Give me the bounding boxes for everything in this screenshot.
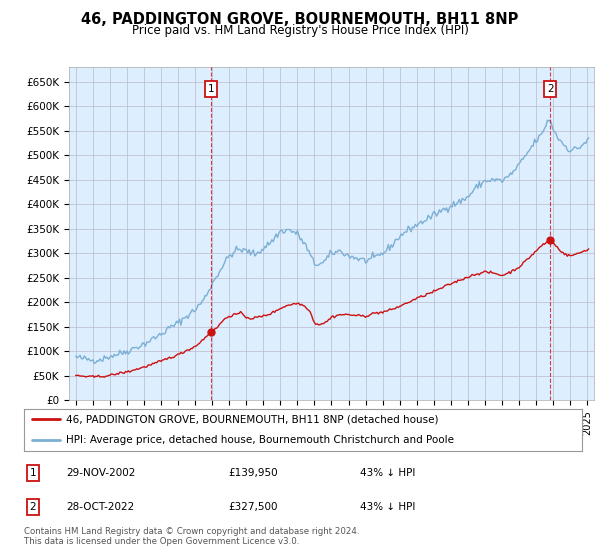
Text: 46, PADDINGTON GROVE, BOURNEMOUTH, BH11 8NP: 46, PADDINGTON GROVE, BOURNEMOUTH, BH11 …: [82, 12, 518, 27]
Text: 1: 1: [208, 84, 214, 94]
Text: Contains HM Land Registry data © Crown copyright and database right 2024.
This d: Contains HM Land Registry data © Crown c…: [24, 526, 359, 546]
Text: 43% ↓ HPI: 43% ↓ HPI: [360, 468, 415, 478]
Text: £139,950: £139,950: [228, 468, 278, 478]
Text: 29-NOV-2002: 29-NOV-2002: [66, 468, 136, 478]
Text: 28-OCT-2022: 28-OCT-2022: [66, 502, 134, 512]
Text: Price paid vs. HM Land Registry's House Price Index (HPI): Price paid vs. HM Land Registry's House …: [131, 24, 469, 37]
Text: 1: 1: [29, 468, 37, 478]
Text: 2: 2: [547, 84, 554, 94]
Text: 46, PADDINGTON GROVE, BOURNEMOUTH, BH11 8NP (detached house): 46, PADDINGTON GROVE, BOURNEMOUTH, BH11 …: [66, 414, 439, 424]
Text: 43% ↓ HPI: 43% ↓ HPI: [360, 502, 415, 512]
Text: £327,500: £327,500: [228, 502, 277, 512]
Text: HPI: Average price, detached house, Bournemouth Christchurch and Poole: HPI: Average price, detached house, Bour…: [66, 435, 454, 445]
Text: 2: 2: [29, 502, 37, 512]
